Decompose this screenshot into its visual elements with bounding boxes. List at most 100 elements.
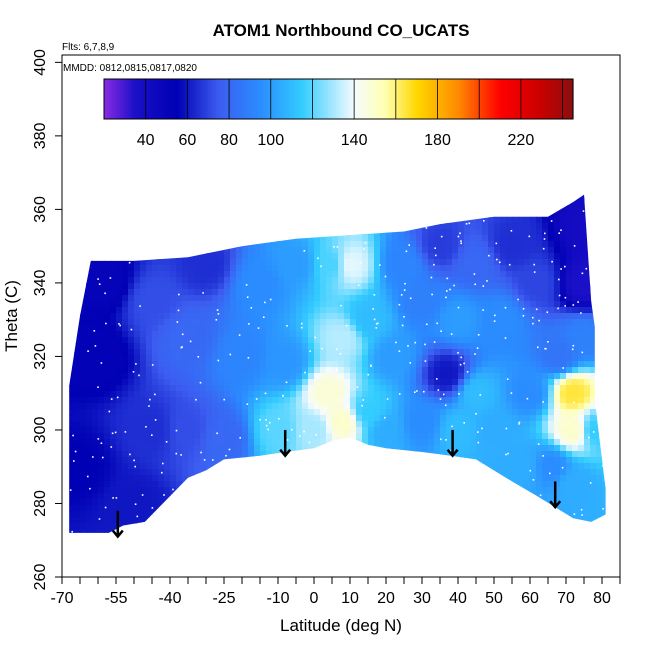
heatmap-cell [326,235,333,242]
heatmap-cell [398,205,405,212]
heatmap-cell [176,487,183,494]
heatmap-cell [224,499,231,506]
heatmap-cell [230,469,237,476]
heatmap-cell [326,469,333,476]
heatmap-cell [92,493,99,500]
heatmap-cell [548,379,555,386]
heatmap-cell [296,529,303,533]
heatmap-cell [86,283,93,290]
heatmap-cell [260,194,267,200]
heatmap-cell [548,235,555,242]
heatmap-cell [386,199,393,206]
heatmap-cell [290,397,297,404]
heatmap-cell [476,523,483,530]
heatmap-cell [254,301,261,308]
heatmap-cell [278,307,285,314]
heatmap-cell [338,247,345,254]
heatmap-cell [512,367,519,374]
heatmap-cell [74,367,81,374]
heatmap-cell [392,343,399,350]
heatmap-cell [488,355,495,362]
heatmap-cell [482,439,489,446]
heatmap-cell [134,409,141,416]
heatmap-cell [464,409,471,416]
heatmap-cell [296,187,303,194]
heatmap-cell [308,295,315,302]
heatmap-cell [356,457,363,464]
heatmap-cell [206,487,213,494]
heatmap-cell [470,487,477,494]
heatmap-cell [140,415,147,422]
heatmap-cell [128,229,135,236]
heatmap-cell [494,373,501,380]
heatmap-cell [410,223,417,230]
heatmap-cell [194,541,201,548]
heatmap-cell [326,529,333,533]
heatmap-cell [536,355,543,362]
heatmap-cell [98,373,105,380]
heatmap-cell [80,259,87,266]
heatmap-cell [170,463,177,470]
heatmap-cell [278,493,285,500]
heatmap-cell [560,217,567,224]
heatmap-cell [446,307,453,314]
heatmap-cell [476,475,483,482]
heatmap-cell [278,421,285,428]
heatmap-cell [500,457,507,464]
heatmap-cell [218,217,225,224]
heatmap-cell [380,511,387,518]
heatmap-cell [188,415,195,422]
heatmap-cell [338,433,345,440]
heatmap-cell [242,343,249,350]
heatmap-cell [368,487,375,494]
heatmap-cell [236,499,243,506]
heatmap-cell [476,361,483,368]
heatmap-cell [260,331,267,338]
heatmap-cell [524,259,531,266]
heatmap-cell [380,253,387,260]
heatmap-cell [494,343,501,350]
heatmap-cell [260,361,267,368]
heatmap-cell [236,229,243,236]
heatmap-cell [344,391,351,398]
heatmap-cell [272,271,279,278]
heatmap-cell [446,313,453,320]
heatmap-cell [350,307,357,314]
heatmap-cell [542,205,549,212]
heatmap-cell [200,199,207,206]
heatmap-cell [308,355,315,362]
heatmap-cell [69,415,75,422]
heatmap-cell [506,541,513,548]
heatmap-cell [332,253,339,260]
heatmap-cell [476,469,483,476]
heatmap-cell [296,349,303,356]
heatmap-cell [530,511,537,518]
heatmap-cell [560,247,567,254]
heatmap-cell [272,331,279,338]
heatmap-cell [332,194,339,200]
heatmap-cell [248,373,255,380]
heatmap-cell [230,535,237,542]
heatmap-cell [392,457,399,464]
heatmap-cell [464,319,471,326]
heatmap-cell [458,295,465,302]
heatmap-cell [152,319,159,326]
heatmap-cell [80,331,87,338]
heatmap-cell [410,373,417,380]
heatmap-cell [530,379,537,386]
heatmap-cell [230,487,237,494]
heatmap-cell [110,253,117,260]
heatmap-cell [362,487,369,494]
heatmap-cell [386,409,393,416]
heatmap-cell [332,493,339,500]
heatmap-cell [296,457,303,464]
heatmap-cell [476,439,483,446]
heatmap-cell [344,349,351,356]
heatmap-cell [296,253,303,260]
heatmap-cell [320,463,327,470]
heatmap-cell [272,337,279,344]
heatmap-cell [206,439,213,446]
heatmap-cell [158,523,165,530]
heatmap-cell [260,277,267,284]
heatmap-cell [128,517,135,524]
